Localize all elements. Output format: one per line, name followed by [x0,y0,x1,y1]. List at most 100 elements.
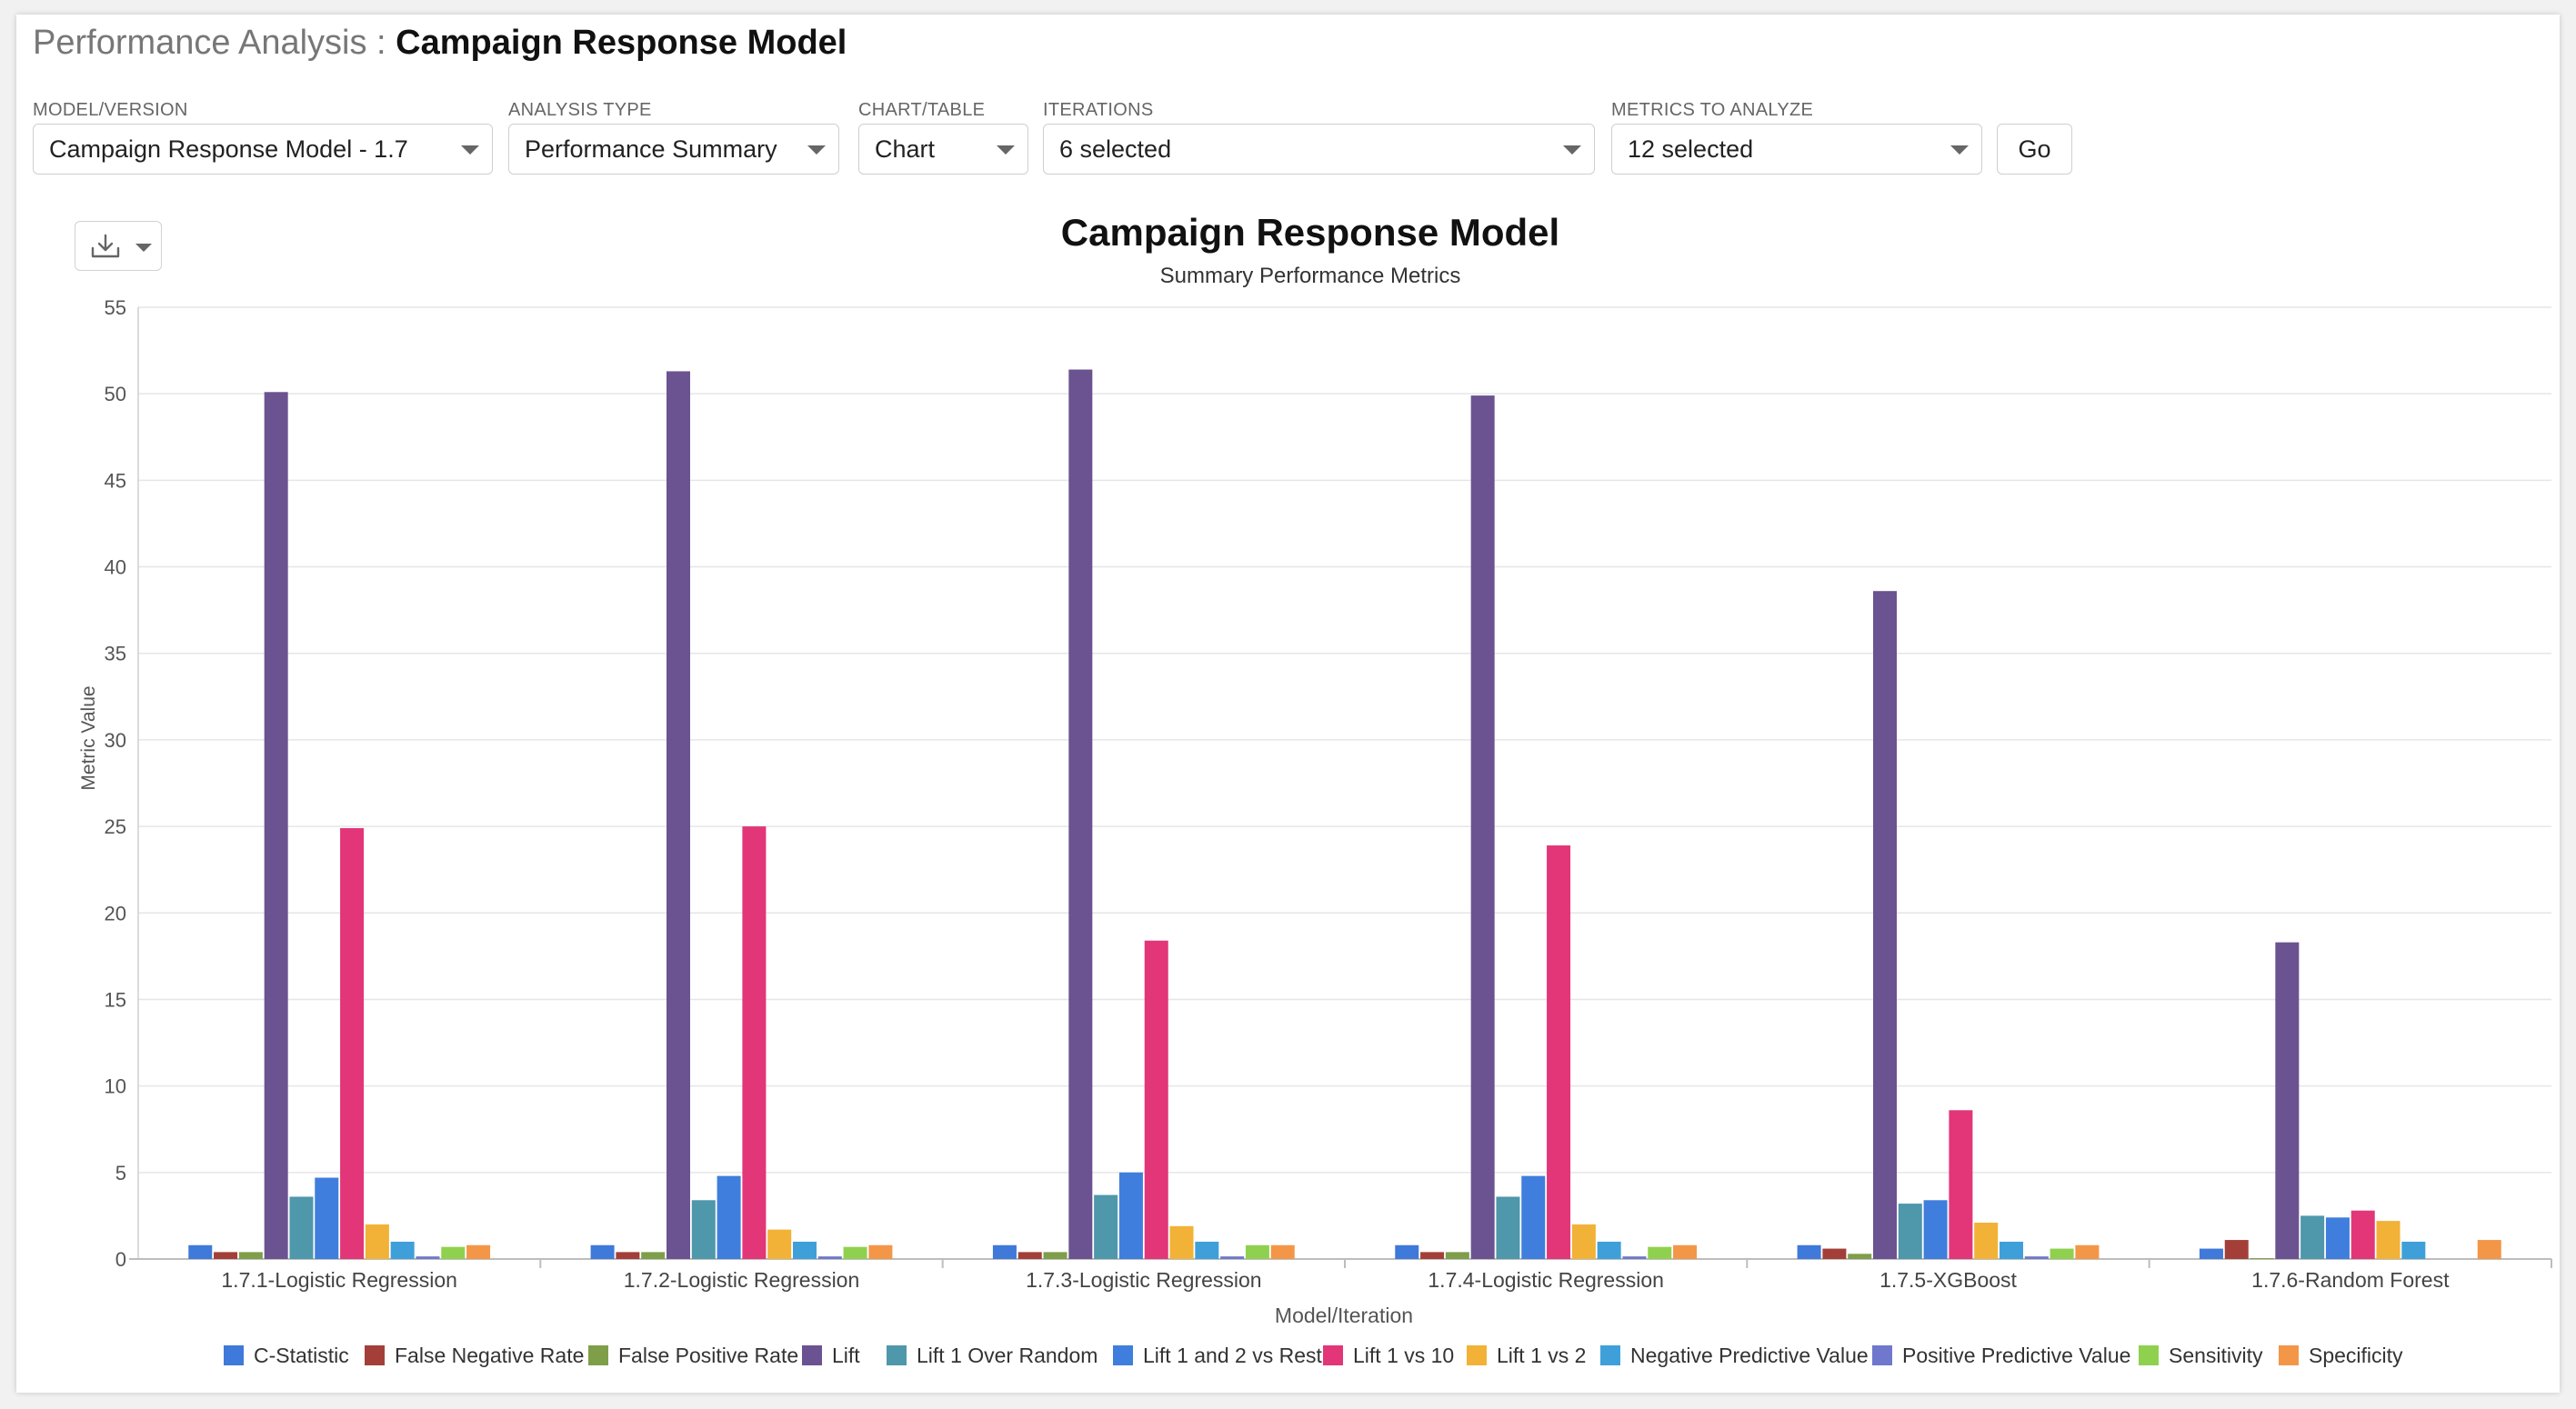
y-tick-label: 5 [115,1162,126,1184]
legend-item-label: Lift 1 vs 2 [1497,1344,1586,1367]
bar [1673,1244,1698,1259]
legend-swatch [588,1345,608,1365]
chart-table-select[interactable]: Chart [858,124,1028,175]
bar [2199,1248,2223,1259]
y-tick-label: 10 [105,1075,126,1098]
bar [691,1200,716,1259]
legend-item-label: Lift 1 Over Random [917,1344,1098,1367]
bar [1648,1246,1672,1259]
bar [2376,1221,2401,1259]
chevron-down-icon [1950,145,1969,155]
bar [1195,1241,1219,1259]
bar [717,1175,741,1259]
model-version-label: MODEL/VERSION [33,100,188,120]
chevron-down-icon [1563,145,1581,155]
legend-swatch [1113,1345,1133,1365]
y-tick-label: 0 [115,1248,126,1271]
analysis-type-label: ANALYSIS TYPE [508,100,652,120]
y-tick-label: 25 [105,815,126,838]
y-tick-label: 20 [105,902,126,924]
chevron-down-icon [461,145,479,155]
iterations-value: 6 selected [1059,135,1172,163]
bar [2350,1210,2375,1259]
bar [1068,369,1093,1260]
bar [1270,1244,1295,1259]
bar [1547,845,1571,1259]
bar [1822,1248,1847,1259]
bar [1118,1172,1143,1259]
chart-subtitle: Summary Performance Metrics [1160,264,1461,288]
legend-swatch [2279,1345,2299,1365]
legend-swatch [1600,1345,1620,1365]
bar [1848,1254,1872,1259]
bar [238,1252,263,1259]
bar [2024,1256,2049,1259]
y-tick-label: 35 [105,643,126,665]
y-tick-label: 45 [105,469,126,492]
legend-item-label: Positive Predictive Value [1902,1344,2130,1367]
bar [1571,1224,1596,1259]
bar [1245,1244,1269,1259]
bar [616,1252,640,1259]
bar [641,1252,666,1259]
legend-item-label: Lift [832,1344,860,1367]
bar [1017,1252,1042,1259]
bar [466,1244,491,1259]
bar [1395,1244,1419,1259]
bar [2250,1258,2274,1259]
go-button[interactable]: Go [1997,124,2072,175]
bar [1094,1194,1118,1259]
model-version-select[interactable]: Campaign Response Model - 1.7 [33,124,493,175]
x-tick-label: 1.7.4-Logistic Regression [1428,1268,1664,1292]
legend-item-label: False Negative Rate [395,1344,584,1367]
page-title: Performance Analysis : Campaign Response… [33,24,847,63]
legend-item-label: Specificity [2309,1344,2403,1367]
bar [2275,942,2300,1259]
x-tick-label: 1.7.6-Random Forest [2251,1268,2450,1292]
chart-table-value: Chart [875,135,936,163]
bar [1220,1256,1245,1259]
analysis-type-value: Performance Summary [525,135,777,163]
bar [1420,1252,1445,1259]
bar [1898,1204,1922,1259]
bar [315,1177,339,1259]
bar [767,1229,792,1259]
metrics-select[interactable]: 12 selected [1611,124,1982,175]
chart-table-label: CHART/TABLE [858,100,986,120]
legend-swatch [224,1345,244,1365]
model-version-value: Campaign Response Model - 1.7 [49,135,408,163]
bar [2050,1248,2074,1259]
legend-swatch [365,1345,385,1365]
bar [365,1224,389,1259]
metrics-value: 12 selected [1628,135,1754,163]
bar [793,1241,817,1259]
bar [1797,1244,1821,1259]
legend-swatch [802,1345,822,1365]
download-icon [91,234,120,258]
x-tick-label: 1.7.5-XGBoost [1879,1268,2017,1292]
x-axis-title: Model/Iteration [1275,1304,1413,1327]
metrics-label: METRICS TO ANALYZE [1611,100,1814,120]
y-tick-label: 30 [105,729,126,752]
bar [1169,1225,1194,1259]
legend-swatch [1872,1345,1892,1365]
legend-item-label: Lift 1 and 2 vs Rest [1143,1344,1322,1367]
bar [441,1246,466,1259]
bar [742,826,767,1259]
page-title-prefix: Performance Analysis : [33,24,396,62]
legend-swatch [887,1345,907,1365]
bar [264,392,288,1259]
bar [843,1246,867,1259]
bar [1521,1175,1546,1259]
legend-swatch [1323,1345,1343,1365]
iterations-select[interactable]: 6 selected [1043,124,1595,175]
bar [1496,1196,1520,1259]
bar [1144,940,1168,1259]
analysis-type-select[interactable]: Performance Summary [508,124,839,175]
legend-swatch [1467,1345,1487,1365]
bar [1923,1200,1948,1259]
bar [992,1244,1017,1259]
download-button[interactable] [75,221,162,271]
legend-item-label: False Positive Rate [618,1344,798,1367]
